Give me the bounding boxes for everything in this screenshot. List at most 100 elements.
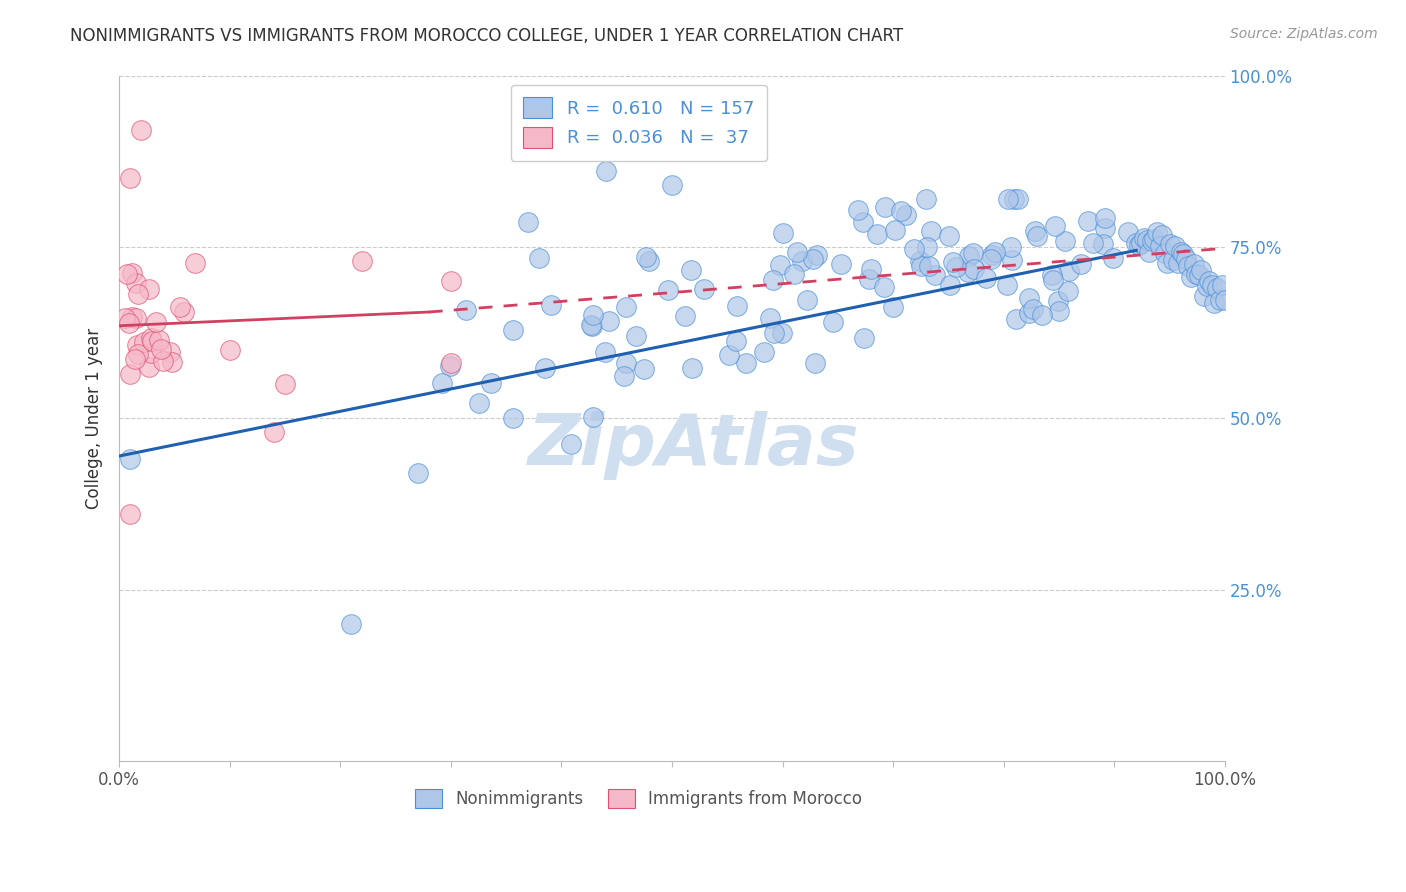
Point [1174,252,1197,266]
Point [1077,213,1099,227]
Point [772,226,794,240]
Point [124,351,146,366]
Point [783,267,806,281]
Point [796,293,818,307]
Point [1171,246,1194,260]
Point [1177,259,1199,273]
Point [581,318,603,333]
Point [884,223,907,237]
Point [770,326,793,340]
Point [735,355,758,369]
Point [120,452,142,467]
Point [873,280,896,294]
Point [1161,253,1184,268]
Point [915,192,938,206]
Point [957,249,980,263]
Point [1143,232,1166,246]
Point [679,263,702,277]
Point [138,282,160,296]
Point [918,259,941,273]
Point [1149,239,1171,253]
Point [661,178,683,193]
Point [1182,257,1205,271]
Point [806,248,828,262]
Point [963,261,986,276]
Point [917,239,939,253]
Point [468,395,491,409]
Point [1159,236,1181,251]
Point [440,274,463,288]
Point [1213,293,1236,307]
Point [579,318,602,333]
Point [637,254,659,268]
Point [582,308,605,322]
Point [681,360,703,375]
Point [803,356,825,370]
Point [529,251,551,265]
Point [439,359,461,374]
Point [598,314,620,328]
Point [1018,291,1040,305]
Point [1152,227,1174,242]
Point [903,242,925,256]
Point [1057,264,1080,278]
Point [866,227,889,241]
Point [614,356,637,370]
Point [1180,269,1202,284]
Point [792,254,814,268]
Point [125,311,148,326]
Point [657,283,679,297]
Point [132,334,155,349]
Point [1154,246,1177,260]
Point [920,224,942,238]
Text: Source: ZipAtlas.com: Source: ZipAtlas.com [1230,27,1378,41]
Point [1128,237,1150,252]
Point [517,215,540,229]
Point [762,273,785,287]
Point [406,466,429,480]
Point [218,343,240,357]
Point [115,267,138,281]
Point [786,245,808,260]
Point [1156,255,1178,269]
Point [440,356,463,370]
Point [1201,277,1223,292]
Point [1130,236,1153,251]
Point [962,246,984,260]
Point [890,204,912,219]
Point [1001,252,1024,267]
Point [127,338,149,352]
Point [1047,303,1070,318]
Point [984,245,1007,260]
Point [1002,192,1025,206]
Point [148,333,170,347]
Point [1192,288,1215,302]
Point [910,259,932,273]
Point [942,254,965,268]
Point [1025,229,1047,244]
Point [340,617,363,632]
Point [502,411,524,425]
Point [1022,301,1045,316]
Point [1083,236,1105,251]
Point [120,508,142,522]
Text: ZipAtlas: ZipAtlas [529,411,860,480]
Point [938,229,960,244]
Point [121,310,143,325]
Point [141,334,163,349]
Point [1007,192,1029,206]
Point [759,310,782,325]
Point [997,192,1019,206]
Point [1042,272,1064,286]
Point [718,348,741,362]
Text: NONIMMIGRANTS VS IMMIGRANTS FROM MOROCCO COLLEGE, UNDER 1 YEAR CORRELATION CHART: NONIMMIGRANTS VS IMMIGRANTS FROM MOROCCO… [70,27,904,45]
Point [980,252,1002,266]
Point [1056,284,1078,298]
Point [1188,268,1211,283]
Point [1189,262,1212,277]
Point [120,171,142,186]
Point [945,260,967,274]
Point [127,287,149,301]
Point [1116,225,1139,239]
Point [1043,219,1066,234]
